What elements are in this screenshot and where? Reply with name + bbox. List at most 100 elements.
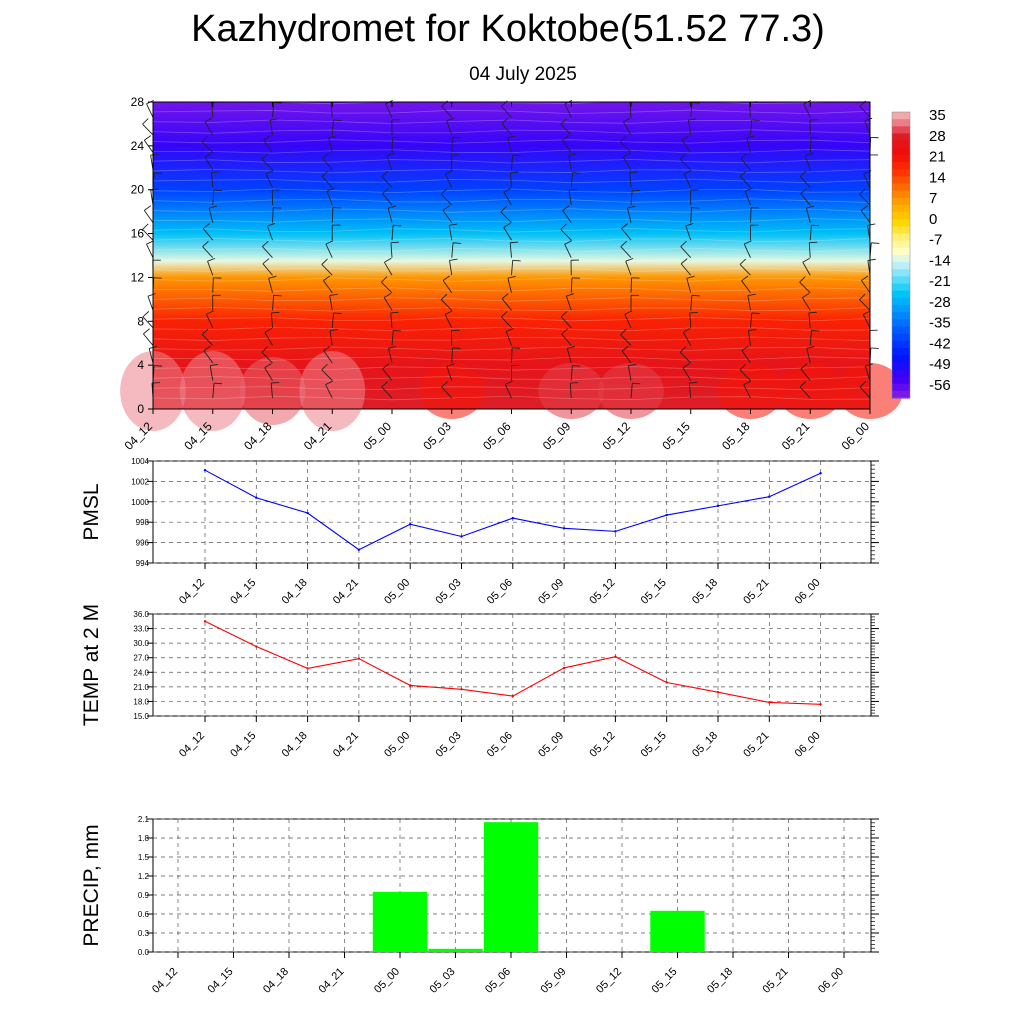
- bar: [483, 822, 539, 952]
- wind-barb: [799, 276, 811, 294]
- x-tick-label: 05_00: [361, 419, 395, 453]
- wind-barb: [743, 380, 752, 399]
- wind-barb: [686, 275, 695, 293]
- wind-barb: [681, 135, 692, 153]
- y-tick-label: 33.0: [133, 625, 149, 634]
- x-tick-label: 05_03: [434, 577, 464, 607]
- x-tick-label: 04_21: [331, 577, 361, 607]
- contour-line: [152, 297, 871, 302]
- wind-barb: [208, 205, 217, 223]
- wind-barb: [743, 240, 752, 258]
- wind-barb: [382, 188, 393, 206]
- data-point: [819, 472, 822, 475]
- wind-barb: [560, 311, 572, 329]
- x-tick-label: 05_09: [539, 966, 569, 996]
- colorbar-frame: [891, 111, 911, 399]
- wind-barb: [808, 241, 818, 258]
- wind-barb: [507, 135, 516, 153]
- data-point: [562, 666, 566, 670]
- data-point: [768, 495, 771, 498]
- colorbar-swatch: [892, 226, 910, 235]
- wind-barb: [504, 380, 513, 399]
- contour-line: [152, 385, 871, 391]
- wind-barb: [690, 189, 699, 206]
- x-tick-label: 04_21: [317, 966, 347, 996]
- x-tick-label: 04_15: [206, 966, 236, 996]
- x-tick-label: 05_21: [779, 419, 813, 453]
- wind-barb: [806, 346, 815, 364]
- heatmap-cell: [717, 363, 784, 419]
- wind-barb: [391, 224, 402, 241]
- wind-barb: [511, 259, 521, 276]
- wind-barb: [682, 328, 692, 346]
- colorbar-swatch: [892, 240, 910, 249]
- contour-line: [152, 336, 871, 342]
- wind-barb: [212, 277, 222, 293]
- x-tick-label: 05_03: [428, 966, 458, 996]
- wind-barb: [451, 136, 461, 153]
- wind-barb: [212, 382, 223, 399]
- wind-barb: [680, 258, 692, 276]
- wind-barb: [268, 275, 277, 293]
- wind-barb: [201, 328, 214, 346]
- wind-barb: [381, 381, 393, 399]
- x-tick-label: 05_06: [480, 419, 514, 453]
- wind-barb: [860, 205, 871, 223]
- y-tick-label: 1.8: [138, 834, 150, 843]
- wind-barb: [390, 241, 399, 258]
- y-tick-label: 2.1: [138, 815, 150, 824]
- wind-barb: [680, 240, 692, 258]
- wind-barb: [207, 257, 216, 276]
- x-tick-label: 05_15: [639, 577, 669, 607]
- colorbar-swatch: [892, 383, 910, 392]
- heatmap-cell: [777, 363, 844, 419]
- x-tick-label: 06_00: [839, 419, 873, 453]
- wind-barb: [326, 187, 335, 206]
- y-tick-label: 20: [131, 183, 145, 197]
- wind-barb: [263, 135, 273, 153]
- wind-barb: [142, 118, 154, 136]
- wind-barb: [560, 223, 572, 241]
- y-tick-label: 30.0: [133, 639, 149, 648]
- x-tick-label: 04_12: [177, 577, 207, 607]
- wind-barb: [500, 311, 512, 329]
- data-point: [203, 468, 207, 472]
- wind-barb: [272, 101, 282, 118]
- colorbar-swatch: [892, 247, 910, 256]
- contour-line: [152, 346, 871, 351]
- wind-barb: [202, 223, 214, 241]
- wind-barb: [747, 293, 756, 311]
- wind-barb: [384, 257, 393, 276]
- wind-barb: [739, 170, 751, 188]
- colorbar-swatch: [892, 197, 910, 206]
- colorbar-swatch: [892, 262, 910, 270]
- colorbar-swatch: [892, 233, 910, 242]
- wind-barb: [325, 380, 333, 399]
- precip-panel: 0.0 0.3 0.6 0.9 1.2 1.5 1.8 2.1 04_12 04_15 04_18 0…: [80, 815, 879, 996]
- contour-line: [152, 267, 871, 272]
- colorbar-swatch: [892, 212, 910, 220]
- colorbar-label: -28: [929, 294, 951, 311]
- colorbar-label: 7: [929, 190, 937, 207]
- y-tick-label: 0.3: [138, 929, 150, 938]
- wind-barb: [570, 172, 581, 188]
- wind-barb: [265, 170, 274, 188]
- data-point: [819, 703, 822, 706]
- wind-barb: [679, 346, 692, 364]
- wind-barb: [688, 381, 698, 399]
- wind-barb: [809, 119, 819, 135]
- y-tick-label: 0.0: [138, 948, 150, 957]
- x-tick-label: 04_21: [331, 730, 361, 760]
- wind-barb: [264, 363, 273, 381]
- colorbar-swatch: [892, 362, 910, 370]
- y-tick-label: 0.9: [138, 891, 150, 900]
- wind-barb: [626, 205, 636, 223]
- data-point: [511, 516, 514, 520]
- data-point: [562, 527, 566, 530]
- wind-barb: [204, 117, 214, 136]
- wind-barb: [560, 118, 572, 136]
- wind-barb: [505, 328, 514, 346]
- colorbar-label: -7: [929, 232, 942, 249]
- wind-barb: [624, 310, 633, 329]
- colorbar-swatch: [892, 305, 910, 313]
